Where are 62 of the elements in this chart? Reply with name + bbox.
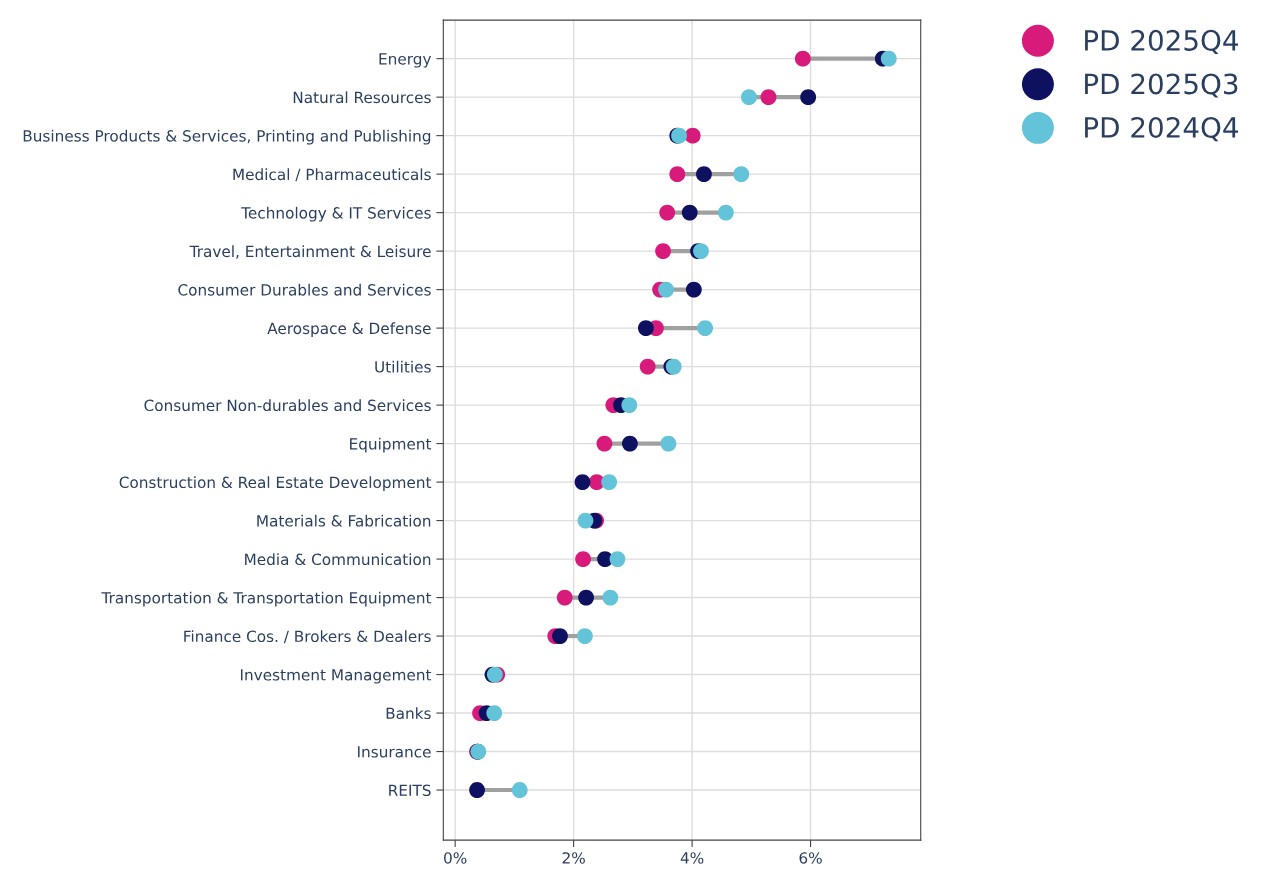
x-tick-label: 6% [799, 852, 822, 864]
point [556, 589, 573, 606]
y-tick-label: Energy [379, 53, 432, 68]
y-tick-label: Consumer Non-durables and Services [144, 399, 431, 412]
y-tick-label: Utilities [375, 360, 431, 373]
legend-label: PD 2024Q4 [1085, 116, 1238, 142]
x-tick-label: 2% [562, 852, 585, 864]
point [574, 474, 591, 490]
point [800, 89, 817, 106]
y-tick-label: Banks [386, 707, 431, 720]
point [469, 782, 485, 798]
point [577, 512, 594, 529]
point [637, 320, 654, 337]
point [684, 127, 701, 144]
point [741, 89, 757, 106]
point [681, 204, 698, 221]
point [486, 705, 503, 721]
y-tick-label: Insurance [358, 746, 431, 758]
point [621, 397, 638, 414]
point [601, 474, 618, 490]
point [696, 166, 712, 183]
y-tick-label: Medical / Pharmaceuticals [233, 168, 431, 182]
point [602, 589, 619, 606]
point [760, 89, 777, 106]
point [578, 589, 594, 606]
y-tick-label: Construction & Real Estate Development [119, 476, 432, 492]
point [659, 204, 676, 221]
point [697, 320, 714, 337]
point [717, 204, 734, 221]
y-tick-label: Business Products & Services, Printing and Publishing [23, 129, 431, 145]
point [609, 551, 626, 567]
point [794, 50, 811, 67]
y-tick-label: Aerospace & Defense [267, 322, 431, 338]
y-tick-label: Materials & Fabrication [257, 514, 431, 527]
y-tick-label: Finance Cos. / Brokers & Dealers [184, 630, 431, 644]
point [576, 628, 593, 644]
x-tick-label: 4% [680, 852, 704, 864]
y-tick-label: REITS [389, 784, 431, 797]
point [685, 281, 702, 298]
point [511, 782, 528, 798]
point [552, 628, 568, 644]
legend-label: PD 2025Q4 [1085, 29, 1238, 55]
point [669, 166, 686, 183]
y-tick-label: Investment Management [240, 669, 432, 684]
point [596, 435, 613, 452]
y-tick-label: Technology & IT Services [241, 206, 431, 222]
point [658, 281, 674, 298]
point [655, 243, 671, 260]
point [575, 551, 592, 567]
y-tick-label: Travel, Entertainment & Leisure [189, 245, 431, 259]
y-tick-label: Equipment [350, 437, 432, 453]
y-tick-label: Consumer Durables and Services [178, 283, 431, 296]
legend-label: PD 2025Q3 [1085, 73, 1238, 98]
y-tick-label: Natural Resources [293, 91, 431, 104]
point [621, 435, 638, 452]
point [733, 166, 750, 183]
y-tick-label: Transportation & Transportation Equipment [101, 591, 432, 607]
y-tick-label: Media & Communication [245, 553, 431, 566]
point [639, 358, 656, 375]
point [660, 435, 677, 452]
x-tick-label: 0% [444, 852, 467, 864]
point [880, 50, 897, 67]
